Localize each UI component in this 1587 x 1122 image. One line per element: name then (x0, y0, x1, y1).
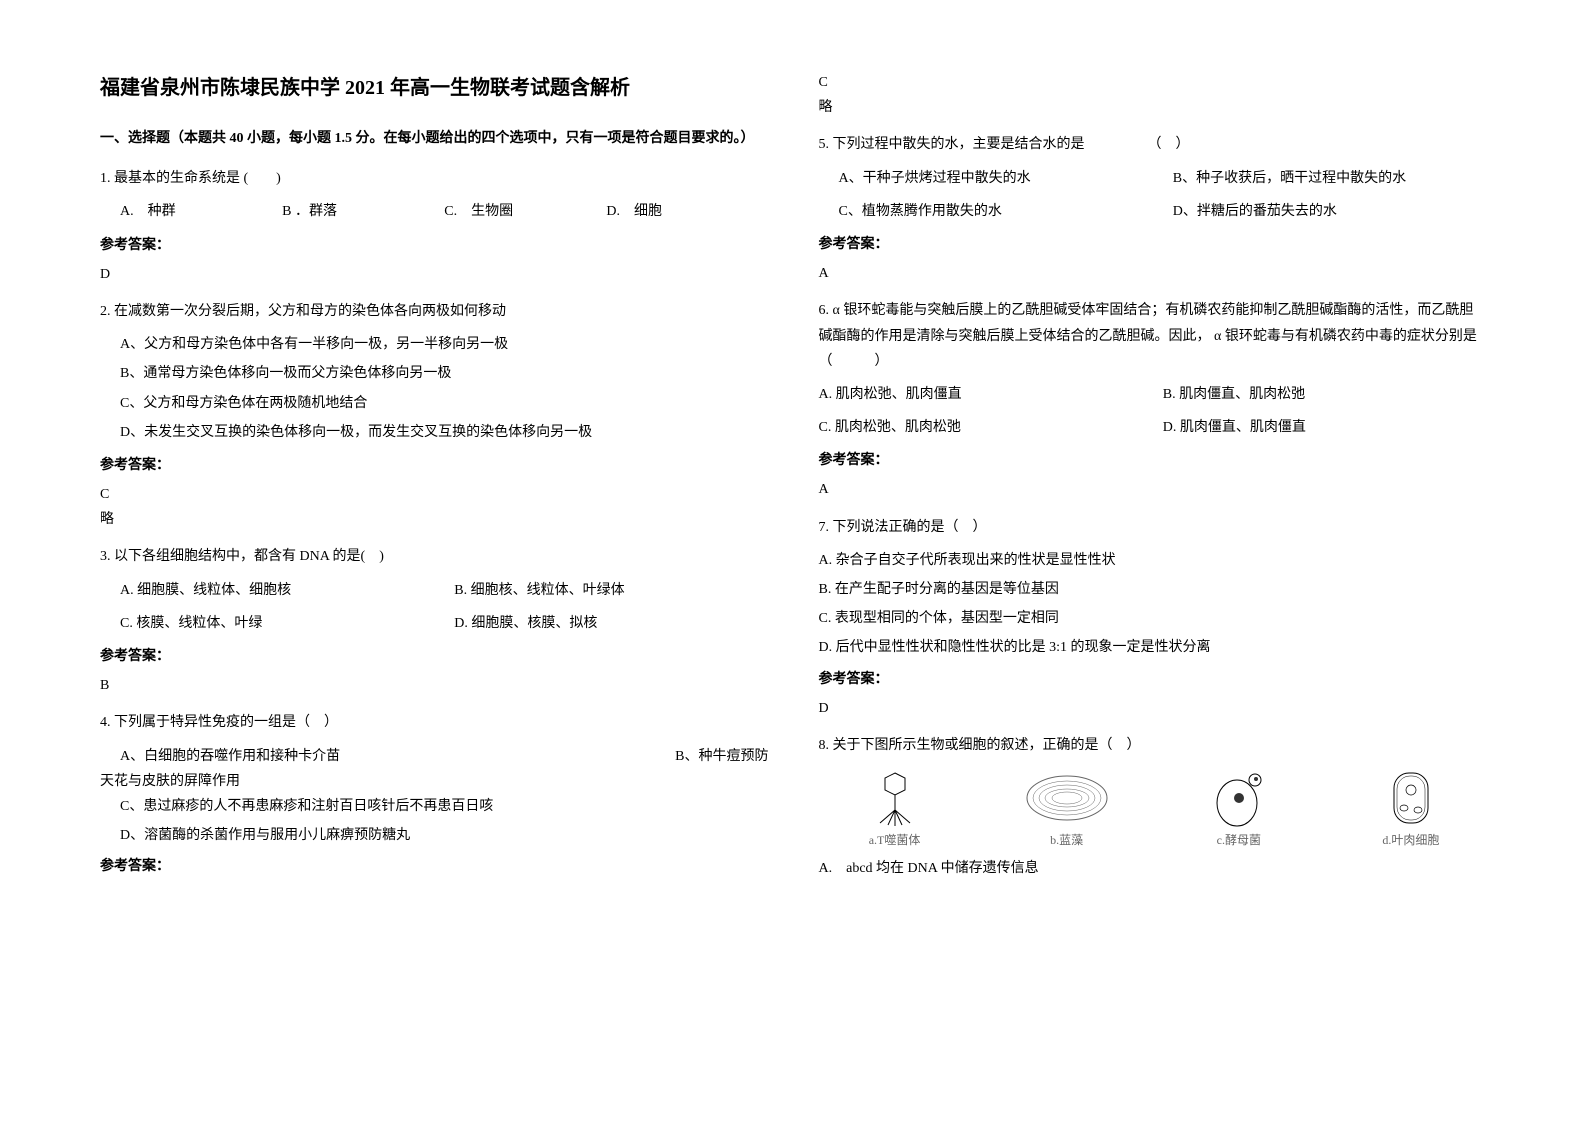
q6-opt-c: C. 肌肉松弛、肌肉松弛 (819, 415, 1143, 440)
q4-note: 略 (819, 95, 1488, 120)
question-4: 4. 下列属于特异性免疫的一组是（ ） A、白细胞的吞噬作用和接种卡介苗 B、种… (100, 710, 769, 879)
q6-opt-d: D. 肌肉僵直、肌肉僵直 (1163, 415, 1487, 440)
q8-img-b-label: b.蓝藻 (991, 830, 1143, 852)
q2-opt-a: A、父方和母方染色体中各有一半移向一极，另一半移向另一极 (120, 332, 769, 357)
section-header: 一、选择题（本题共 40 小题，每小题 1.5 分。在每小题给出的四个选项中，只… (100, 126, 769, 151)
q1-answer: D (100, 262, 769, 287)
q7-answer: D (819, 696, 1488, 721)
q1-text: 1. 最基本的生命系统是 ( ) (100, 166, 769, 191)
q4-text: 4. 下列属于特异性免疫的一组是（ ） (100, 710, 769, 735)
q8-opt-a: A. abcd 均在 DNA 中储存遗传信息 (819, 856, 1488, 881)
q7-opt-b: B. 在产生配子时分离的基因是等位基因 (819, 577, 1488, 602)
q5-text: 5. 下列过程中散失的水，主要是结合水的是 （ ） (819, 132, 1488, 157)
q8-img-c: c.酵母菌 (1163, 768, 1315, 852)
q2-opt-b: B、通常母方染色体移向一极而父方染色体移向另一极 (120, 361, 769, 386)
q8-img-d-label: d.叶肉细胞 (1335, 830, 1487, 852)
q4-opt-a: A、白细胞的吞噬作用和接种卡介苗 (120, 744, 675, 769)
bacteriophage-icon (819, 768, 971, 828)
q5-opt-c: C、植物蒸腾作用散失的水 (839, 199, 1153, 224)
q6-opt-b: B. 肌肉僵直、肌肉松弛 (1163, 382, 1487, 407)
left-column: 福建省泉州市陈埭民族中学 2021 年高一生物联考试题含解析 一、选择题（本题共… (100, 70, 769, 1082)
q5-opt-a: A、干种子烘烤过程中散失的水 (839, 166, 1153, 191)
q3-opt-b: B. 细胞核、线粒体、叶绿体 (454, 578, 768, 603)
q8-img-c-label: c.酵母菌 (1163, 830, 1315, 852)
q5-answer: A (819, 261, 1488, 286)
q2-opt-c: C、父方和母方染色体在两极随机地结合 (120, 391, 769, 416)
q4-opt-b-partial: B、种牛痘预防 (675, 744, 768, 769)
page-title: 福建省泉州市陈埭民族中学 2021 年高一生物联考试题含解析 (100, 70, 769, 106)
q3-answer-label: 参考答案： (100, 644, 769, 669)
q4-row1: A、白细胞的吞噬作用和接种卡介苗 B、种牛痘预防 (100, 744, 769, 769)
q3-answer: B (100, 673, 769, 698)
q6-answer-label: 参考答案： (819, 448, 1488, 473)
q6-options: A. 肌肉松弛、肌肉僵直 B. 肌肉僵直、肌肉松弛 C. 肌肉松弛、肌肉松弛 D… (819, 382, 1488, 440)
q8-img-a: a.T噬菌体 (819, 768, 971, 852)
q3-opt-c: C. 核膜、线粒体、叶绿 (120, 611, 434, 636)
q6-answer: A (819, 477, 1488, 502)
question-7: 7. 下列说法正确的是（ ） A. 杂合子自交子代所表现出来的性状是显性性状 B… (819, 515, 1488, 721)
q1-opt-a: A. 种群 (120, 199, 282, 224)
q2-answer: C (100, 482, 769, 507)
q2-note: 略 (100, 507, 769, 532)
q1-opt-d: D. 细胞 (606, 199, 768, 224)
q2-options: A、父方和母方染色体中各有一半移向一极，另一半移向另一极 B、通常母方染色体移向… (120, 332, 769, 445)
q7-opt-d: D. 后代中显性性状和隐性性状的比是 3:1 的现象一定是性状分离 (819, 635, 1488, 660)
q4-opt-d: D、溶菌酶的杀菌作用与服用小儿麻痹预防糖丸 (120, 823, 769, 848)
q3-opt-a: A. 细胞膜、线粒体、细胞核 (120, 578, 434, 603)
q2-text: 2. 在减数第一次分裂后期，父方和母方的染色体各向两极如何移动 (100, 299, 769, 324)
yeast-icon (1163, 768, 1315, 828)
q1-options: A. 种群 B ．群落 C. 生物圈 D. 细胞 (120, 199, 769, 224)
question-5: 5. 下列过程中散失的水，主要是结合水的是 （ ） A、干种子烘烤过程中散失的水… (819, 132, 1488, 286)
right-column: C 略 5. 下列过程中散失的水，主要是结合水的是 （ ） A、干种子烘烤过程中… (819, 70, 1488, 1082)
question-6: 6. α 银环蛇毒能与突触后膜上的乙酰胆碱受体牢固结合；有机磷农药能抑制乙酰胆碱… (819, 298, 1488, 502)
q5-opt-b: B、种子收获后，晒干过程中散失的水 (1173, 166, 1487, 191)
q3-text: 3. 以下各组细胞结构中，都含有 DNA 的是( ) (100, 544, 769, 569)
q8-img-d: d.叶肉细胞 (1335, 768, 1487, 852)
question-2: 2. 在减数第一次分裂后期，父方和母方的染色体各向两极如何移动 A、父方和母方染… (100, 299, 769, 533)
q8-img-a-label: a.T噬菌体 (819, 830, 971, 852)
q1-opt-c: C. 生物圈 (444, 199, 606, 224)
leaf-cell-icon (1335, 768, 1487, 828)
q5-answer-label: 参考答案： (819, 232, 1488, 257)
q4-opt-b-rest: 天花与皮肤的屏障作用 (100, 769, 769, 794)
q6-opt-a: A. 肌肉松弛、肌肉僵直 (819, 382, 1143, 407)
q7-text: 7. 下列说法正确的是（ ） (819, 515, 1488, 540)
q1-answer-label: 参考答案： (100, 233, 769, 258)
q8-images: a.T噬菌体 b.蓝藻 (819, 768, 1488, 852)
q7-opt-a: A. 杂合子自交子代所表现出来的性状是显性性状 (819, 548, 1488, 573)
question-1: 1. 最基本的生命系统是 ( ) A. 种群 B ．群落 C. 生物圈 D. 细… (100, 166, 769, 287)
q5-opt-d: D、拌糖后的番茄失去的水 (1173, 199, 1487, 224)
q4-answer: C (819, 70, 1488, 95)
q5-options: A、干种子烘烤过程中散失的水 B、种子收获后，晒干过程中散失的水 C、植物蒸腾作… (839, 166, 1488, 224)
q2-opt-d: D、未发生交叉互换的染色体移向一极，而发生交叉互换的染色体移向另一极 (120, 420, 769, 445)
cyanobacteria-icon (991, 768, 1143, 828)
q8-img-b: b.蓝藻 (991, 768, 1143, 852)
q7-answer-label: 参考答案： (819, 667, 1488, 692)
q7-opt-c: C. 表现型相同的个体，基因型一定相同 (819, 606, 1488, 631)
question-8: 8. 关于下图所示生物或细胞的叙述，正确的是（ ） a.T噬菌体 (819, 733, 1488, 881)
q8-text: 8. 关于下图所示生物或细胞的叙述，正确的是（ ） (819, 733, 1488, 758)
q2-answer-label: 参考答案： (100, 453, 769, 478)
q3-options: A. 细胞膜、线粒体、细胞核 B. 细胞核、线粒体、叶绿体 C. 核膜、线粒体、… (120, 578, 769, 636)
q4-opt-c: C、患过麻疹的人不再患麻疹和注射百日咳针后不再患百日咳 (120, 794, 769, 819)
q7-options: A. 杂合子自交子代所表现出来的性状是显性性状 B. 在产生配子时分离的基因是等… (819, 548, 1488, 661)
q1-opt-b: B ．群落 (282, 199, 444, 224)
question-3: 3. 以下各组细胞结构中，都含有 DNA 的是( ) A. 细胞膜、线粒体、细胞… (100, 544, 769, 698)
q6-text: 6. α 银环蛇毒能与突触后膜上的乙酰胆碱受体牢固结合；有机磷农药能抑制乙酰胆碱… (819, 298, 1488, 374)
q4-answer-label: 参考答案： (100, 854, 769, 879)
q3-opt-d: D. 细胞膜、核膜、拟核 (454, 611, 768, 636)
